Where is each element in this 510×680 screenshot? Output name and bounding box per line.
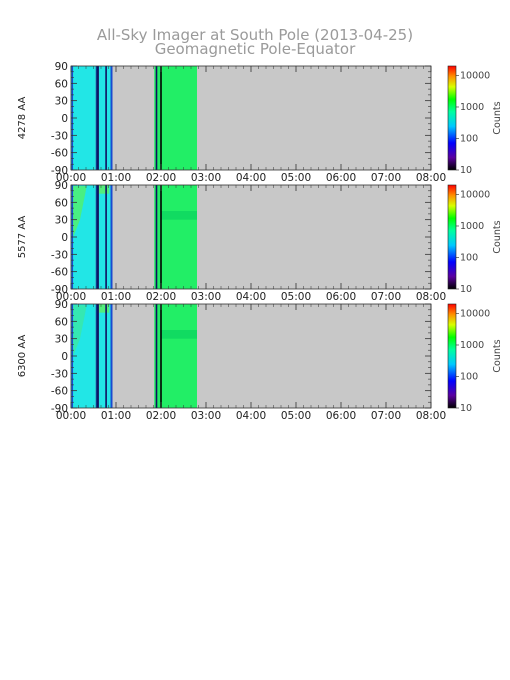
colorbar-tick-label: 10 [460,403,472,414]
x-tick-label: 00:00 [56,172,86,184]
colorbar-tick-label: 1000 [460,102,484,113]
colorbar-tick-label: 1000 [460,221,484,232]
colorbar-label: Counts [492,339,503,372]
no-data-region [71,66,431,170]
x-tick-label: 03:00 [191,291,221,303]
x-tick-label: 00:00 [56,291,86,303]
y-tick-label: 60 [55,316,68,328]
x-tick-label: 01:00 [101,291,131,303]
y-tick-label: 0 [61,113,68,125]
x-tick-label: 00:00 [56,410,86,422]
y-tick-label: -30 [51,249,68,261]
y-tick-label: 90 [55,180,68,192]
y-tick-label: 30 [55,215,68,227]
auroral-emission-band [161,211,197,220]
chart-subtitle: Geomagnetic Pole-Equator [155,40,356,58]
y-tick-label: 0 [61,351,68,363]
x-tick-label: 04:00 [236,410,266,422]
no-data-region [71,185,431,289]
y-tick-label: -60 [51,386,68,398]
y-tick-label: 0 [61,232,68,244]
colorbar-tick-label: 10000 [460,308,490,319]
colorbar-label: Counts [492,220,503,253]
auroral-emission-patch [71,305,87,356]
colorbar [447,65,457,171]
auroral-emission-patch [98,304,110,313]
colorbar [447,303,457,409]
colorbar-tick-label: 10000 [460,70,490,81]
y-tick-label: 30 [55,96,68,108]
x-tick-label: 06:00 [326,410,356,422]
x-tick-label: 01:00 [101,172,131,184]
data-block-dark [95,185,98,289]
chart-title: All-Sky Imager at South Pole (2013-04-25… [97,26,413,44]
y-tick-label: -90 [51,403,68,415]
colorbar-tick-label: 10 [460,284,472,295]
y-tick-label: -60 [51,148,68,160]
y-tick-label: 90 [55,61,68,73]
x-tick-label: 04:00 [236,291,266,303]
colorbar-tick-label: 100 [460,371,478,382]
colorbar-tick-label: 100 [460,133,478,144]
y-axis-label: 6300 AA [17,335,28,378]
x-tick-label: 06:00 [326,172,356,184]
x-tick-label: 04:00 [236,172,266,184]
x-tick-label: 07:00 [371,410,401,422]
x-tick-label: 08:00 [416,410,446,422]
colorbar-tick-label: 10 [460,165,472,176]
x-tick-label: 02:00 [146,410,176,422]
colorbar-tick-label: 1000 [460,340,484,351]
x-tick-label: 05:00 [281,172,311,184]
x-tick-label: 06:00 [326,291,356,303]
data-block-cyan [98,304,112,408]
y-tick-label: -60 [51,267,68,279]
no-data-region [71,304,431,408]
x-tick-label: 08:00 [416,291,446,303]
data-block-cyan [98,66,112,170]
y-tick-label: 90 [55,299,68,311]
data-block-cyan [98,185,112,289]
x-tick-label: 02:00 [146,172,176,184]
data-block-dark [95,304,98,408]
x-tick-label: 05:00 [281,410,311,422]
x-tick-label: 03:00 [191,410,221,422]
x-tick-label: 08:00 [416,172,446,184]
y-tick-label: 30 [55,334,68,346]
colorbar-tick-label: 100 [460,252,478,263]
auroral-emission-patch [71,186,87,237]
x-tick-label: 03:00 [191,172,221,184]
y-tick-label: 60 [55,197,68,209]
y-tick-label: -90 [51,284,68,296]
data-block-dark [95,66,98,170]
auroral-emission-band [161,330,197,339]
y-tick-label: 60 [55,78,68,90]
x-tick-label: 05:00 [281,291,311,303]
colorbar-label: Counts [492,101,503,134]
colorbar-tick-label: 10000 [460,189,490,200]
y-tick-label: -30 [51,368,68,380]
auroral-emission-patch [98,185,110,194]
x-tick-label: 02:00 [146,291,176,303]
y-axis-label: 5577 AA [17,216,28,259]
y-axis-label: 4278 AA [17,97,28,140]
y-tick-label: -90 [51,165,68,177]
y-tick-label: -30 [51,130,68,142]
x-tick-label: 01:00 [101,410,131,422]
x-tick-label: 07:00 [371,172,401,184]
x-tick-label: 07:00 [371,291,401,303]
colorbar [447,184,457,290]
